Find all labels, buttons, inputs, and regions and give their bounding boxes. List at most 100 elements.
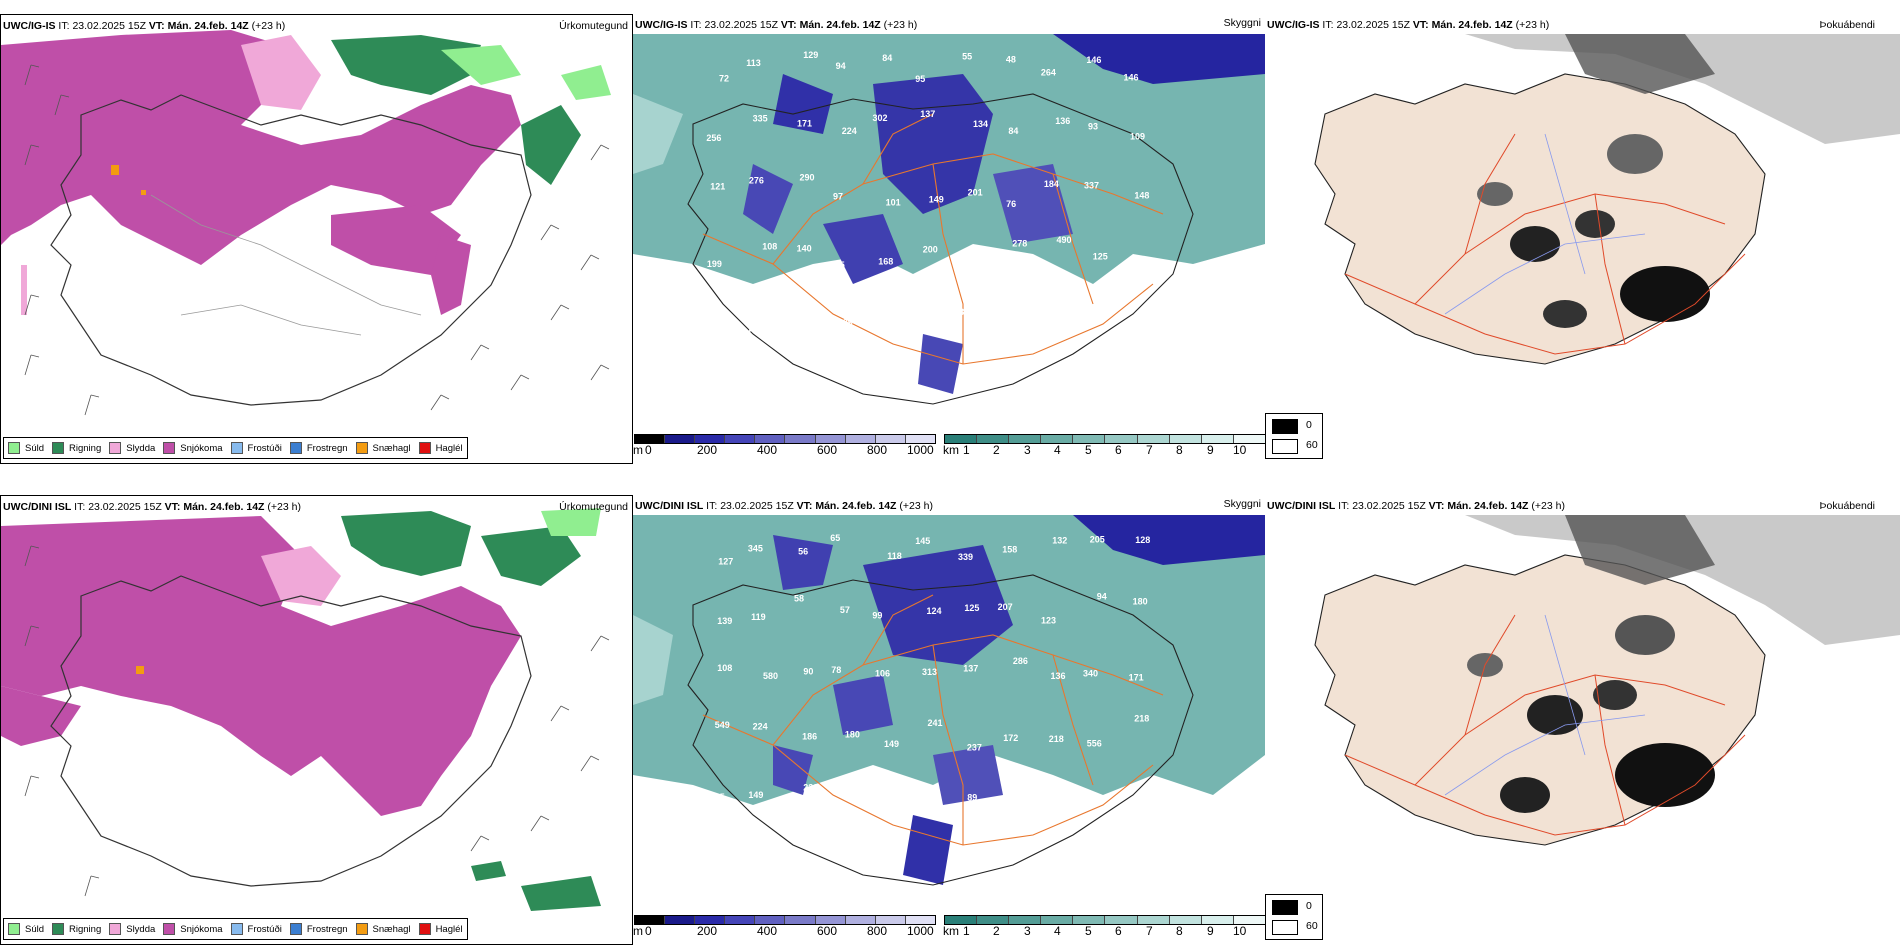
cloud-base-label: 345 bbox=[748, 544, 763, 554]
cloud-base-label: 72 bbox=[719, 74, 729, 84]
cloud-base-label: 123 bbox=[1041, 615, 1056, 625]
cloud-base-label: 58 bbox=[794, 593, 804, 603]
cloud-base-label: 337 bbox=[1084, 180, 1099, 190]
legend-label: Frostregn bbox=[306, 442, 348, 454]
cloud-base-label: 137 bbox=[963, 664, 978, 674]
tick: 800 bbox=[867, 443, 888, 457]
cloud-base-label: 56 bbox=[798, 547, 808, 557]
legend-label: Frostúði bbox=[247, 923, 282, 935]
legend-label: Frostúði bbox=[247, 442, 282, 454]
tick: 10 bbox=[1233, 924, 1247, 938]
visibility-strip bbox=[944, 434, 1266, 444]
panel-header: UWC/DINI ISL IT: 23.02.2025 15Z VT: Mán.… bbox=[3, 501, 301, 513]
it-value: 23.02.2025 15Z bbox=[88, 501, 162, 513]
cloud-base-label: 132 bbox=[1052, 535, 1067, 545]
tick: 7 bbox=[1146, 443, 1153, 457]
vt-label: VT: bbox=[148, 20, 165, 32]
legend-item-snjokoma: Snjókoma bbox=[163, 442, 223, 454]
panel-header: UWC/DINI ISL IT: 23.02.2025 15Z VT: Mán.… bbox=[1267, 500, 1565, 512]
cloud-base-labels: 127 345 56 65 118 145 339 158 132 205 128 139 119 58 5… bbox=[710, 533, 1151, 806]
vt-value: Mán. 24.feb. 14Z bbox=[1431, 19, 1513, 31]
panel-title: Skyggni bbox=[1223, 17, 1261, 29]
cloud-base-label: 149 bbox=[929, 194, 944, 204]
vt-label: VT: bbox=[796, 500, 813, 512]
panel-title: Þokuábendi bbox=[1819, 500, 1875, 512]
tick: 800 bbox=[867, 924, 888, 938]
fog-swatch-0 bbox=[1272, 900, 1298, 915]
cloud-base-label: 124 bbox=[927, 606, 942, 616]
cloud-base-label: 218 bbox=[1134, 714, 1149, 724]
cloud-base-label: 549 bbox=[715, 720, 730, 730]
cloud-base-label: 121 bbox=[710, 182, 725, 192]
cloud-base-label: 73 bbox=[1094, 297, 1104, 307]
tick: 9 bbox=[1207, 443, 1214, 457]
legend-item-snaehagl: Snæhagl bbox=[355, 923, 411, 935]
visibility-unit: km bbox=[943, 443, 959, 457]
cloud-base-label: 256 bbox=[706, 133, 721, 143]
legend-item-haglel: Haglél bbox=[418, 923, 463, 935]
it-value: 23.02.2025 15Z bbox=[1336, 19, 1410, 31]
panel-header: UWC/IG-IS IT: 23.02.2025 15Z VT: Mán. 24… bbox=[635, 19, 917, 31]
cloud-base-label: 286 bbox=[1013, 656, 1028, 666]
legend-label: Slydda bbox=[126, 923, 156, 935]
vt-value: Mán. 24.feb. 14Z bbox=[815, 500, 897, 512]
cloud-base-label: 351 bbox=[997, 303, 1012, 313]
cloud-base-label: 129 bbox=[803, 50, 818, 60]
cloud-base-label: 99 bbox=[706, 317, 716, 327]
tick: 400 bbox=[757, 443, 778, 457]
cloud-base-label: 65 bbox=[830, 533, 840, 543]
cloud-base-label: 356 bbox=[959, 307, 974, 317]
cloud-base-label: 180 bbox=[845, 730, 860, 740]
cloud-base-label: 146 bbox=[1086, 55, 1101, 65]
legend-item-sudl: Súld bbox=[8, 442, 44, 454]
fog-panel-bottom: UWC/DINI ISL IT: 23.02.2025 15Z VT: Mán.… bbox=[1265, 495, 1900, 945]
swatch bbox=[230, 442, 243, 454]
panel-title: Þokuábendi bbox=[1819, 19, 1875, 31]
tick: 3 bbox=[1024, 443, 1031, 457]
cloud-base-colorbar-bottom: m 0 200 400 600 800 1000 bbox=[633, 913, 938, 943]
tick: 6 bbox=[1115, 924, 1122, 938]
cloud-base-label: 218 bbox=[1049, 734, 1064, 744]
tick: 2 bbox=[993, 443, 1000, 457]
cloud-base-label: 276 bbox=[749, 176, 764, 186]
cloud-base-label: 197 bbox=[921, 294, 936, 304]
legend-label: Snæhagl bbox=[372, 923, 411, 935]
vt-label: VT: bbox=[164, 501, 181, 513]
fog-legend-bottom: 0 60 bbox=[1265, 894, 1323, 940]
lead-time: (+23 h) bbox=[267, 501, 301, 513]
legend-item-snaehagl: Snæhagl bbox=[355, 442, 411, 454]
panel-header: UWC/IG-IS IT: 23.02.2025 15Z VT: Mán. 24… bbox=[1267, 19, 1549, 31]
cloud-base-label: 186 bbox=[802, 731, 817, 741]
cloud-map-bottom: 127 345 56 65 118 145 339 158 132 205 128 139 119 58 5… bbox=[633, 515, 1265, 886]
visibility-colorbar-bottom: km 1 2 3 4 5 6 7 8 9 10 bbox=[943, 913, 1268, 943]
vt-value: Mán. 24.feb. 14Z bbox=[167, 20, 249, 32]
cloud-base-label: 335 bbox=[830, 260, 845, 270]
cloud-base-label: 163 bbox=[841, 777, 856, 787]
cloud-base-label: 94 bbox=[836, 61, 846, 71]
cloud-base-label: 84 bbox=[1008, 126, 1018, 136]
legend-label: Snjókoma bbox=[180, 442, 223, 454]
cloud-base-label: 340 bbox=[1083, 668, 1098, 678]
visibility-strip bbox=[944, 915, 1266, 925]
cloud-base-label: 149 bbox=[748, 790, 763, 800]
legend-item-frostregn: Frostregn bbox=[289, 923, 348, 935]
cloud-base-label: 226 bbox=[1134, 257, 1149, 267]
cloud-map-top: 72 113 129 94 84 95 55 48 264 146 146 256 335 171 224 3… bbox=[633, 34, 1265, 405]
panel-header: UWC/DINI ISL IT: 23.02.2025 15Z VT: Mán.… bbox=[635, 500, 933, 512]
tick: 5 bbox=[1085, 924, 1092, 938]
fog-label: 0 bbox=[1306, 900, 1312, 912]
cloud-base-label: 134 bbox=[973, 119, 988, 129]
it-label: IT: bbox=[690, 19, 702, 31]
legend-item-slydda: Slydda bbox=[109, 923, 155, 935]
tick: 1000 bbox=[907, 443, 934, 457]
legend-item-frostudi: Frostúði bbox=[230, 923, 282, 935]
cloud-base-label: 137 bbox=[920, 109, 935, 119]
cloud-base-label: 207 bbox=[998, 602, 1013, 612]
tick: 1 bbox=[963, 924, 970, 938]
cloud-base-unit: m bbox=[633, 924, 643, 938]
cloud-base-label: 271 bbox=[956, 254, 971, 264]
cloud-base-label: 237 bbox=[967, 743, 982, 753]
cloud-base-label: 61 bbox=[1053, 795, 1063, 805]
tick: 7 bbox=[1146, 924, 1153, 938]
it-label: IT: bbox=[74, 501, 86, 513]
